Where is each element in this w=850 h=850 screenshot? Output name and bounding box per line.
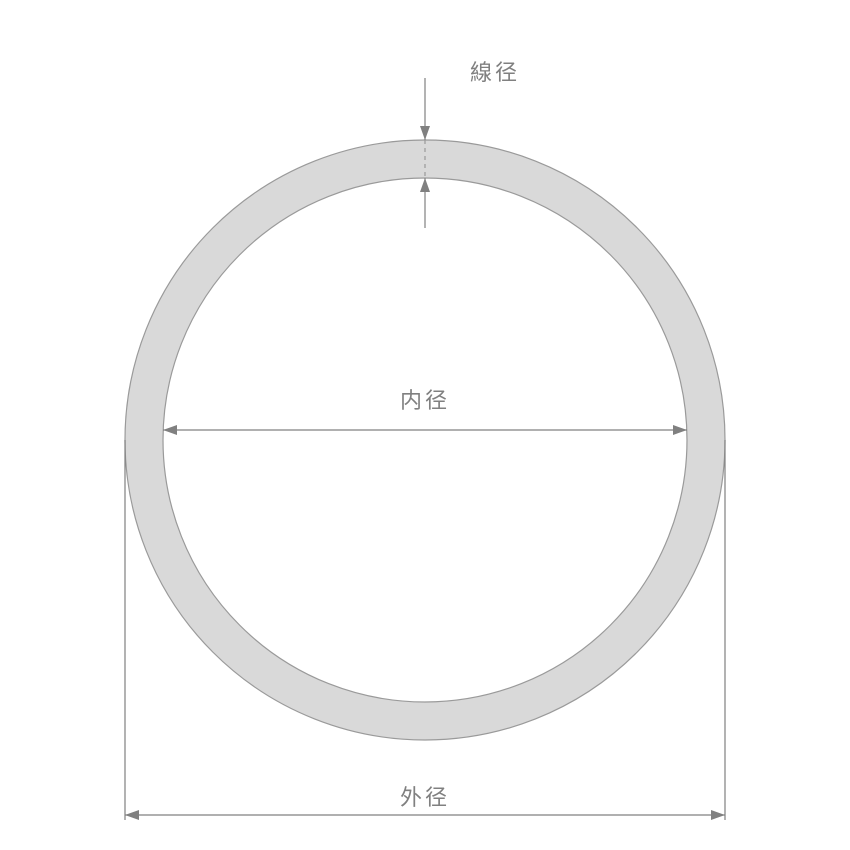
ring-dimension-diagram: 線径 内径 外径 xyxy=(0,0,850,850)
outer-diameter-label: 外径 xyxy=(400,785,450,810)
inner-diameter-dimension xyxy=(163,425,687,435)
ring-shape xyxy=(125,140,725,740)
inner-diameter-label: 内径 xyxy=(400,388,450,413)
wire-diameter-label: 線径 xyxy=(470,60,520,85)
